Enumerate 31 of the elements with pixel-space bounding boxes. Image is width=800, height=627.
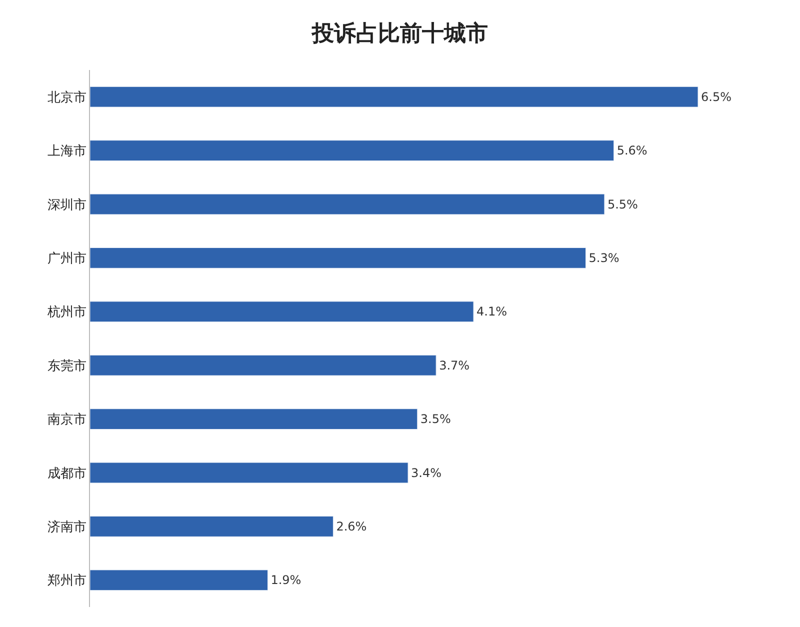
data-label: 5.5% xyxy=(607,197,638,212)
y-tick-label: 成都市 xyxy=(47,466,86,482)
y-tick-label: 济南市 xyxy=(47,520,86,535)
data-label: 3.5% xyxy=(420,412,451,426)
data-label: 5.6% xyxy=(616,144,648,158)
y-tick-label: 广州市 xyxy=(47,252,86,266)
bar xyxy=(90,408,418,430)
data-label: 6.5% xyxy=(701,90,732,104)
data-label: 5.3% xyxy=(588,250,620,265)
bar xyxy=(90,301,474,322)
bar xyxy=(90,570,268,591)
bar xyxy=(90,86,698,108)
data-label: 3.7% xyxy=(439,358,470,372)
y-tick-label: 东莞市 xyxy=(47,358,86,374)
data-label: 2.6% xyxy=(336,519,367,534)
bar xyxy=(90,194,605,215)
data-label: 3.4% xyxy=(411,466,442,480)
bar xyxy=(90,516,334,537)
chart-title: 投诉占比前十城市 xyxy=(311,20,488,46)
bar xyxy=(90,140,614,161)
y-tick-label: 上海市 xyxy=(47,144,86,160)
y-tick-label: 深圳市 xyxy=(47,198,86,213)
bar xyxy=(90,462,408,484)
y-tick-label: 南京市 xyxy=(47,412,86,428)
y-tick-label: 杭州市 xyxy=(46,305,86,320)
bar xyxy=(90,354,436,376)
data-label: 4.1% xyxy=(476,304,508,319)
bar xyxy=(90,248,586,268)
y-tick-label: 郑州市 xyxy=(47,574,86,589)
data-label: 1.9% xyxy=(270,573,302,588)
y-tick-label: 北京市 xyxy=(47,90,86,106)
